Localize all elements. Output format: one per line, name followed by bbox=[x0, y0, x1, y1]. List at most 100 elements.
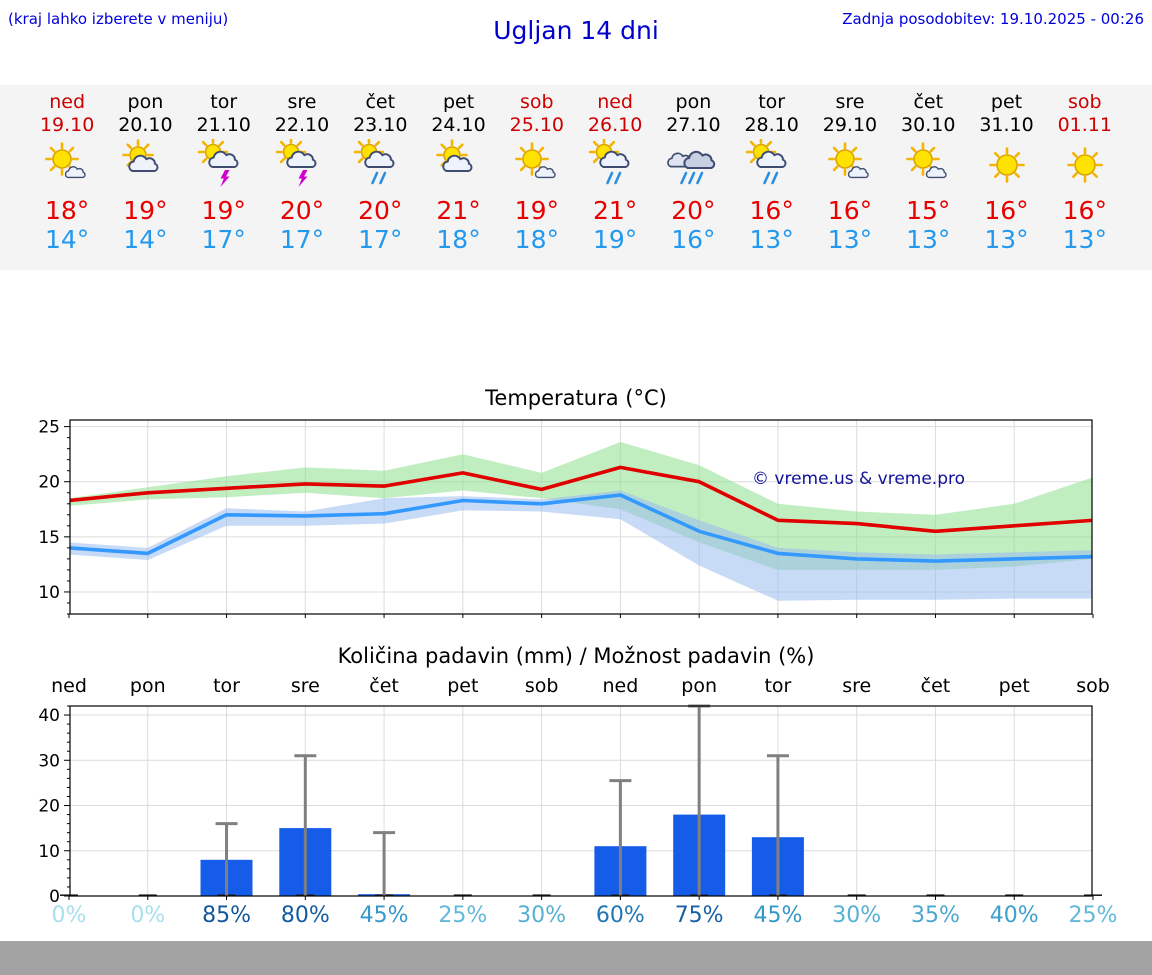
day-date: 20.10 bbox=[118, 114, 173, 136]
precip-probability-label: 0% bbox=[52, 903, 87, 928]
day-icon-wrap bbox=[106, 137, 184, 193]
day-icon-wrap bbox=[263, 137, 341, 193]
precip-zero-tick bbox=[532, 894, 551, 896]
precip-day-label: sre bbox=[291, 675, 320, 697]
day-date: 21.10 bbox=[196, 114, 251, 136]
precip-probability-label: 0% bbox=[130, 903, 165, 928]
precip-probability-label: 25% bbox=[1069, 903, 1118, 928]
day-date: 28.10 bbox=[744, 114, 799, 136]
day-low-temp: 13° bbox=[1062, 225, 1107, 254]
forecast-day: čet 30.10 15° 13° bbox=[889, 91, 967, 270]
day-high-temp: 16° bbox=[984, 196, 1029, 225]
precip-chart-title: Količina padavin (mm) / Možnost padavin … bbox=[337, 644, 815, 668]
day-high-temp: 16° bbox=[749, 196, 794, 225]
precip-probability-label: 85% bbox=[202, 903, 251, 928]
precip-probability-label: 45% bbox=[753, 903, 802, 928]
day-high-temp: 19° bbox=[201, 196, 246, 225]
day-high-temp: 21° bbox=[436, 196, 481, 225]
day-name: ned bbox=[49, 91, 86, 113]
day-low-temp: 17° bbox=[279, 225, 325, 254]
day-high-temp: 19° bbox=[514, 196, 559, 225]
precip-probability-label: 80% bbox=[281, 903, 330, 928]
day-name: čet bbox=[913, 91, 944, 113]
day-date: 31.10 bbox=[979, 114, 1034, 136]
forecast-day: čet 23.10 20° 17° bbox=[341, 91, 419, 270]
day-low-temp: 14° bbox=[123, 225, 168, 254]
day-date: 19.10 bbox=[39, 114, 95, 136]
rain-showers-icon bbox=[588, 139, 630, 185]
temp-y-tick-label: 20 bbox=[38, 473, 60, 493]
day-high-temp: 20° bbox=[671, 196, 716, 225]
forecast-strip: ned 19.10 18° 14° pon 20.10 19° 14° tor 21.10 19° 1… bbox=[0, 85, 1152, 270]
sunny-icon bbox=[988, 147, 1025, 183]
day-name: sre bbox=[287, 91, 317, 113]
day-date: 01.11 bbox=[1057, 114, 1112, 136]
precip-probability-label: 30% bbox=[517, 903, 566, 928]
day-high-temp: 15° bbox=[906, 196, 951, 225]
mostly-sunny-icon bbox=[828, 142, 869, 179]
day-date: 30.10 bbox=[901, 114, 956, 136]
precip-zero-tick bbox=[847, 894, 866, 896]
forecast-day: sre 22.10 20° 17° bbox=[263, 91, 341, 270]
day-date: 22.10 bbox=[274, 114, 330, 136]
day-icon-wrap bbox=[654, 137, 732, 193]
day-high-temp: 16° bbox=[1062, 196, 1107, 225]
precip-probability-label: 25% bbox=[438, 903, 487, 928]
day-high-temp: 16° bbox=[827, 196, 873, 225]
precip-zero-tick bbox=[1005, 894, 1024, 896]
forecast-day: pet 31.10 16° 13° bbox=[967, 91, 1045, 270]
day-icon-wrap bbox=[1046, 137, 1124, 193]
precip-day-label: sob bbox=[1076, 675, 1110, 697]
temp-min-line bbox=[70, 493, 1092, 563]
day-name: sob bbox=[520, 91, 554, 113]
day-low-temp: 18° bbox=[514, 225, 559, 254]
precip-day-label: tor bbox=[213, 675, 240, 697]
precip-probability-label: 30% bbox=[832, 903, 881, 928]
day-high-temp: 20° bbox=[279, 196, 325, 225]
forecast-day: sre 29.10 16° 13° bbox=[811, 91, 889, 270]
temperature-chart: 10 15 20 25 © vreme.us & vreme.pro bbox=[38, 418, 1094, 618]
partly-cloudy-icon bbox=[122, 139, 159, 172]
precipitation-chart: ned pon tor sre čet pet sob ned pon tor sre čet pet s… bbox=[38, 675, 1118, 928]
forecast-day: sob 25.10 19° 18° bbox=[498, 91, 576, 270]
precip-day-label: pet bbox=[999, 675, 1030, 697]
day-date: 23.10 bbox=[353, 114, 408, 136]
day-high-temp: 19° bbox=[123, 196, 168, 225]
mostly-sunny-icon bbox=[45, 142, 86, 179]
day-name: pet bbox=[990, 91, 1023, 113]
day-low-temp: 17° bbox=[358, 225, 403, 254]
forecast-day: tor 28.10 16° 13° bbox=[733, 91, 811, 270]
page-title: Ugljan 14 dni bbox=[493, 16, 659, 45]
watermark: © vreme.us & vreme.pro bbox=[752, 469, 965, 489]
day-icon-wrap bbox=[967, 137, 1045, 193]
precip-zero-tick bbox=[926, 894, 945, 896]
day-icon-wrap bbox=[576, 137, 654, 193]
thunderstorm-icon bbox=[197, 139, 239, 187]
precip-y-tick-label: 30 bbox=[38, 751, 60, 771]
precip-zero-tick bbox=[60, 894, 78, 896]
day-date: 26.10 bbox=[587, 114, 643, 136]
location-menu-hint: (kraj lahko izberete v meniju) bbox=[8, 10, 229, 28]
day-icon-wrap bbox=[733, 137, 811, 193]
precip-day-label: ned bbox=[602, 675, 638, 697]
day-name: sob bbox=[1068, 91, 1102, 113]
day-name: sre bbox=[835, 91, 865, 113]
precip-zero-tick bbox=[1084, 894, 1102, 896]
mostly-sunny-icon bbox=[515, 142, 556, 179]
day-low-temp: 17° bbox=[201, 225, 246, 254]
day-name: pon bbox=[127, 91, 164, 113]
forecast-day: pon 27.10 20° 16° bbox=[654, 91, 732, 270]
sunny-icon bbox=[1066, 147, 1103, 183]
forecast-day: pet 24.10 21° 18° bbox=[419, 91, 497, 270]
thunderstorm-icon bbox=[275, 139, 317, 187]
precip-day-label: tor bbox=[764, 675, 791, 697]
forecast-day: ned 19.10 18° 14° bbox=[28, 91, 106, 270]
day-low-temp: 14° bbox=[44, 225, 90, 254]
precip-y-tick-label: 40 bbox=[38, 706, 60, 726]
precip-day-label: čet bbox=[369, 675, 399, 697]
temp-y-tick-label: 10 bbox=[38, 583, 60, 603]
mostly-sunny-icon bbox=[906, 142, 947, 179]
day-name: tor bbox=[210, 91, 238, 113]
day-name: ned bbox=[597, 91, 633, 113]
day-low-temp: 13° bbox=[906, 225, 951, 254]
